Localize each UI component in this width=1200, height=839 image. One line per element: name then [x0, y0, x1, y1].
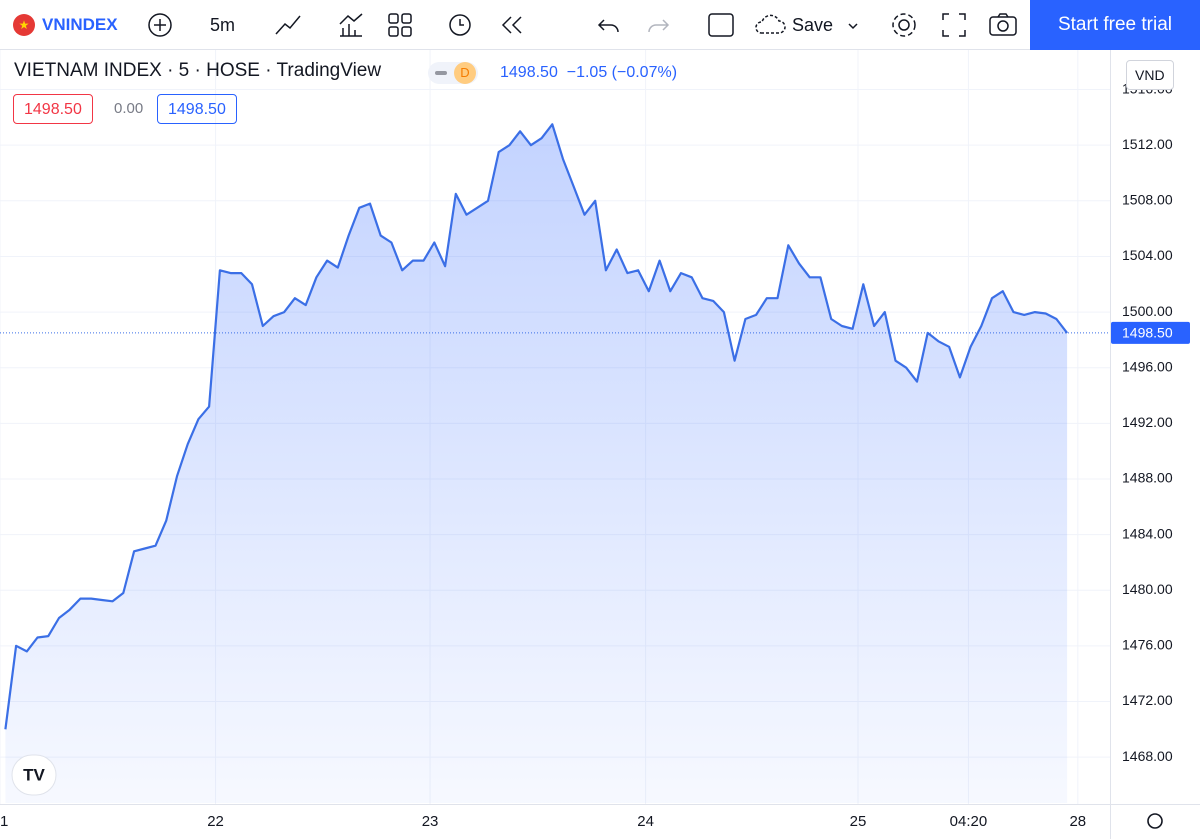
labels: 1468.00 1472.00 1476.00 1480.00 1484.00 1488.…	[0, 80, 1190, 830]
save-menu-arrow[interactable]	[846, 19, 860, 33]
y-tick-label: 1496.00	[1122, 358, 1173, 374]
quote: 1498.50 −1.05 (−0.07%)	[500, 64, 677, 82]
settings-icon[interactable]	[1147, 813, 1163, 829]
marks	[0, 123, 1110, 804]
y-tick-label: 1488.00	[1122, 470, 1173, 486]
y-tick-label: 1476.00	[1122, 637, 1173, 653]
replay-icon[interactable]	[499, 12, 525, 38]
change: −1.05 (−0.07%)	[566, 64, 678, 81]
x-tick-label: 21	[0, 813, 8, 830]
y-tick-label: 1480.00	[1122, 581, 1173, 597]
x-tick-label: 22	[207, 813, 224, 830]
spread: 0.00	[114, 100, 144, 117]
fullscreen-box-icon[interactable]	[707, 11, 735, 39]
badge: D	[454, 62, 476, 84]
y-tick-label: 1508.00	[1122, 192, 1173, 208]
save-button[interactable]: Save	[792, 15, 834, 35]
last-price-label: 1498.50	[1122, 325, 1173, 341]
y-tick-label: 1484.00	[1122, 525, 1173, 541]
y-tick-label: 1468.00	[1122, 748, 1173, 764]
logo-button[interactable]	[11, 754, 57, 796]
y-tick-label: 1492.00	[1122, 414, 1173, 430]
cloud-icon[interactable]	[753, 13, 787, 37]
y-tick-label: 1504.00	[1122, 247, 1173, 263]
bar-style-icon[interactable]	[273, 10, 303, 40]
x-tick-label: 23	[422, 813, 439, 830]
toolbar: ★ VNINDEX 5m Save Start free trial	[0, 0, 1200, 50]
last-price: 1498.50	[500, 64, 558, 81]
layout-icon[interactable]	[387, 12, 413, 38]
indicators-icon[interactable]	[336, 10, 366, 40]
y-tick-label: 1512.00	[1122, 136, 1173, 152]
y-tick-label: 1500.00	[1122, 303, 1173, 319]
alert-icon[interactable]	[446, 10, 476, 40]
snapshot-icon[interactable]	[988, 12, 1018, 38]
logo: TV	[23, 765, 45, 784]
settings-icon[interactable]	[890, 11, 918, 39]
x-tick-label: 24	[637, 813, 654, 830]
redo-icon[interactable]	[645, 12, 671, 38]
price-line	[4, 123, 1068, 730]
symbol[interactable]: VNINDEX	[42, 15, 118, 34]
y-tick-label: 1472.00	[1122, 692, 1173, 708]
x-tick-label: 25	[850, 813, 867, 830]
ask-box[interactable]: 1498.50	[157, 94, 237, 124]
fullscreen-icon[interactable]	[941, 12, 967, 38]
x-tick-label: 28	[1069, 813, 1086, 830]
last-price-tag	[1111, 321, 1190, 344]
legend-title: VIETNAM INDEX · 5 · HOSE · TradingView	[14, 60, 382, 81]
area-fill	[5, 124, 1068, 804]
start-trial-button[interactable]: Start free trial	[1030, 0, 1200, 50]
interval[interactable]: 5m	[210, 15, 236, 35]
bid-box[interactable]: 1498.50	[13, 94, 93, 124]
svg-text:★: ★	[19, 18, 30, 32]
undo-icon[interactable]	[596, 12, 622, 38]
flag-icon: ★	[13, 14, 35, 36]
badge-pill: D	[428, 62, 478, 84]
add-icon[interactable]	[146, 11, 174, 39]
currency-button[interactable]: VND	[1126, 60, 1174, 90]
x-tick-label: 04:20	[950, 813, 988, 830]
